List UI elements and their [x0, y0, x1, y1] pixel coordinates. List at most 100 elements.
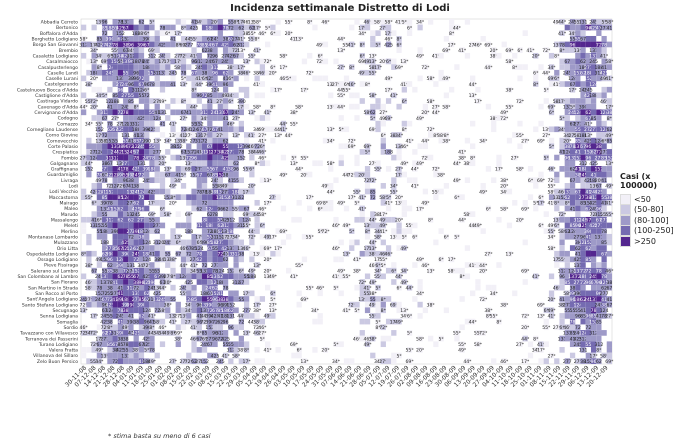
heatmap-cell — [165, 262, 171, 268]
heatmap-cell — [186, 216, 192, 223]
cell-value-label: 41* — [395, 20, 404, 26]
cell-value-label: 152 — [95, 223, 104, 229]
heatmap-cell — [580, 301, 586, 308]
heatmap-cell — [128, 239, 134, 246]
heatmap-cell — [585, 250, 591, 257]
cell-value-label: 67 — [123, 184, 129, 190]
cell-value-label: 67 — [207, 144, 213, 150]
cell-value-label: 245 — [132, 189, 141, 195]
heatmap-cell — [186, 98, 192, 104]
cell-value-label: 277 — [100, 167, 109, 173]
cell-value-label: 55* — [542, 325, 551, 331]
heatmap-cell — [601, 92, 607, 99]
heatmap-cell — [138, 120, 145, 127]
heatmap-cell — [580, 19, 586, 25]
cell-value-label: 6* — [554, 76, 560, 82]
cell-value-label: 245 — [584, 88, 593, 94]
cell-value-label: 34* — [395, 133, 404, 139]
cell-value-label: 72 — [202, 201, 208, 207]
heatmap-cell — [138, 284, 145, 291]
cell-value-label: 27* — [111, 116, 120, 122]
cell-value-label: 41* — [290, 274, 299, 280]
cell-value-label: 13* — [327, 104, 336, 110]
heatmap-cell — [123, 69, 129, 76]
heatmap-cell — [601, 143, 607, 150]
cell-value-label: 44* — [337, 88, 346, 94]
cell-value-label: 124 — [589, 82, 598, 88]
heatmap-cell — [196, 171, 202, 178]
heatmap-cell — [333, 81, 339, 87]
heatmap-cell — [128, 109, 134, 116]
heatmap-cell — [107, 183, 113, 189]
cell-value-label: 67 — [570, 178, 576, 184]
heatmap-cell — [370, 194, 376, 200]
heatmap-cell — [259, 318, 266, 325]
cell-value-label: 85 — [96, 37, 102, 43]
cell-value-label: 67 — [212, 167, 218, 173]
heatmap-cell — [406, 228, 413, 234]
heatmap-cell — [107, 64, 113, 70]
heatmap-cell — [170, 154, 176, 161]
heatmap-cell — [596, 115, 602, 121]
heatmap-cell — [112, 324, 118, 331]
heatmap-cell — [149, 52, 155, 59]
cell-value-label: 8* — [512, 65, 518, 71]
heatmap-cell — [123, 183, 129, 189]
heatmap-cell — [243, 103, 250, 110]
cell-value-label: 312 — [79, 42, 88, 48]
heatmap-cell — [196, 120, 202, 127]
heatmap-cell — [86, 69, 92, 76]
heatmap-cell — [417, 284, 423, 291]
cell-value-label: 49* — [605, 184, 614, 190]
heatmap-cell — [117, 120, 124, 127]
heatmap-cell — [569, 41, 576, 48]
heatmap-cell — [480, 35, 486, 42]
cell-value-label: 62 — [249, 25, 255, 31]
heatmap-cell — [222, 205, 229, 212]
heatmap-cell — [133, 52, 139, 59]
cell-value-label: 72* — [232, 48, 241, 54]
heatmap-cell — [359, 318, 365, 325]
cell-value-label: 277 — [116, 82, 125, 88]
cell-value-label: 6* — [144, 88, 150, 94]
heatmap-cell — [212, 341, 218, 348]
cell-value-label: 55 — [217, 218, 223, 224]
cell-value-label: 78 — [223, 25, 229, 31]
heatmap-cell — [238, 41, 244, 48]
cell-value-label: 41 — [223, 167, 229, 173]
cell-value-label: 17* — [274, 88, 283, 94]
cell-value-label: 20* — [516, 218, 525, 224]
heatmap-cell — [207, 75, 213, 82]
cell-value-label: 312 — [200, 150, 209, 156]
cell-value-label: 425 — [132, 206, 141, 212]
cell-value-label: 69* — [185, 212, 194, 218]
cell-value-label: 34* — [547, 65, 556, 71]
cell-value-label: 72* — [321, 229, 330, 235]
heatmap-cell — [364, 318, 371, 325]
heatmap-cell — [191, 115, 197, 121]
heatmap-cell — [501, 183, 507, 189]
heatmap-cell — [569, 19, 576, 25]
legend-label-80-100: (80-100] — [634, 216, 669, 225]
heatmap-cell — [564, 41, 570, 48]
heatmap-cell — [433, 171, 439, 178]
heatmap-cell — [123, 75, 129, 82]
heatmap-cell — [201, 160, 208, 167]
heatmap-cell — [569, 69, 576, 76]
heatmap-cell — [117, 160, 124, 167]
heatmap-cell — [590, 211, 597, 217]
heatmap-cell — [201, 58, 208, 65]
cell-value-label: 277 — [226, 150, 235, 156]
cell-value-label: 69* — [395, 65, 404, 71]
heatmap-cell — [191, 290, 197, 297]
cell-value-label: 312 — [195, 59, 204, 65]
cell-value-label: 41* — [248, 133, 257, 139]
cell-value-label: 58* — [500, 206, 509, 212]
cell-value-label: 124 — [600, 110, 609, 116]
heatmap-cell — [154, 81, 160, 87]
heatmap-cell — [175, 98, 181, 104]
heatmap-cell — [396, 228, 402, 234]
heatmap-cell — [385, 335, 392, 342]
cell-value-label: 96 — [233, 167, 239, 173]
